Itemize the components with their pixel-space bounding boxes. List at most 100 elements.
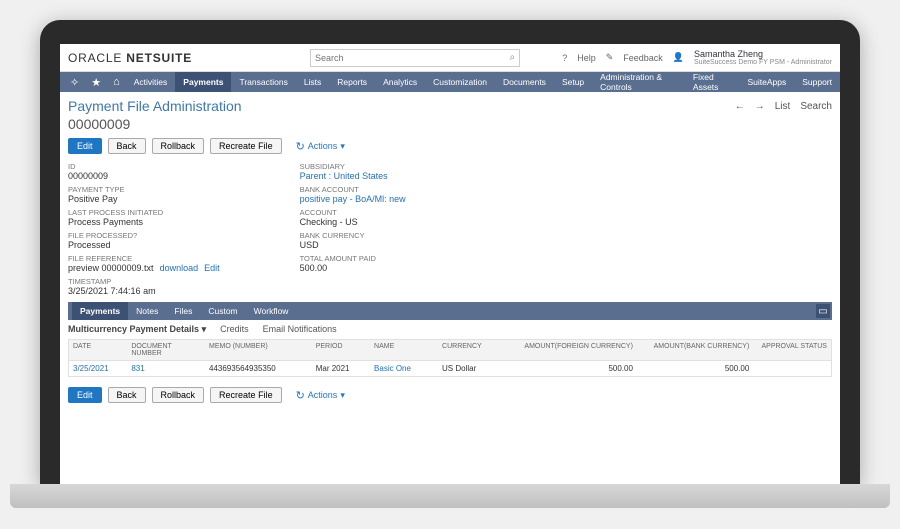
nav-admin[interactable]: Administration & Controls <box>592 72 685 92</box>
cell-doc[interactable]: 831 <box>127 361 205 376</box>
actions-icon: ↻ <box>296 140 305 153</box>
nav-customization[interactable]: Customization <box>425 72 495 92</box>
last-process-label: LAST PROCESS INITIATED <box>68 208 220 217</box>
tab-payments[interactable]: Payments <box>72 302 128 320</box>
global-search[interactable]: ⌕ <box>310 49 520 67</box>
sublist-credits[interactable]: Credits <box>220 324 249 335</box>
help-link[interactable]: Help <box>577 53 596 63</box>
nav-activities[interactable]: Activities <box>126 72 176 92</box>
nav-lists[interactable]: Lists <box>296 72 329 92</box>
brand-text1: ORACLE <box>68 51 126 65</box>
file-processed-value: Processed <box>68 240 220 250</box>
col-name[interactable]: NAME <box>370 340 438 360</box>
col-date[interactable]: DATE <box>69 340 127 360</box>
edit-link[interactable]: Edit <box>204 263 220 273</box>
sublist-current[interactable]: Multicurrency Payment Details ▾ <box>68 324 206 335</box>
total-amount-value: 500.00 <box>300 263 406 273</box>
list-link[interactable]: List <box>775 101 791 112</box>
tab-workflow[interactable]: Workflow <box>246 302 297 320</box>
nav-documents[interactable]: Documents <box>495 72 554 92</box>
edit-button-bottom[interactable]: Edit <box>68 387 102 403</box>
account-label: ACCOUNT <box>300 208 406 217</box>
nav-star2-icon[interactable]: ★ <box>85 72 107 92</box>
col-amt-foreign[interactable]: AMOUNT(FOREIGN CURRENCY) <box>516 340 637 360</box>
rollback-button[interactable]: Rollback <box>152 138 205 154</box>
nav-setup[interactable]: Setup <box>554 72 592 92</box>
col-doc[interactable]: DOCUMENT NUMBER <box>127 340 205 360</box>
recreate-button[interactable]: Recreate File <box>210 138 282 154</box>
nav-transactions[interactable]: Transactions <box>231 72 295 92</box>
cell-amt-bank: 500.00 <box>637 361 753 376</box>
bank-currency-value: USD <box>300 240 406 250</box>
edit-button[interactable]: Edit <box>68 138 102 154</box>
search-link[interactable]: Search <box>800 101 832 112</box>
sublist-email[interactable]: Email Notifications <box>263 324 337 335</box>
nav-suiteapps[interactable]: SuiteApps <box>739 72 794 92</box>
subtabs: Payments Notes Files Custom Workflow ▭ <box>68 302 832 320</box>
search-icon[interactable]: ⌕ <box>509 52 515 63</box>
action-bar-bottom: Edit Back Rollback Recreate File ↻ Actio… <box>60 385 840 411</box>
global-header: ORACLE NETSUITE ⌕ ? Help ✎ Feedback 👤 Sa… <box>60 44 840 72</box>
cell-amt-foreign: 500.00 <box>516 361 637 376</box>
account-value: Checking - US <box>300 217 406 227</box>
back-button[interactable]: Back <box>108 138 146 154</box>
forward-arrow-icon[interactable]: → <box>755 101 765 112</box>
main-nav: ✧ ★ ⌂ Activities Payments Transactions L… <box>60 72 840 92</box>
bank-account-label: BANK ACCOUNT <box>300 185 406 194</box>
col-currency[interactable]: CURRENCY <box>438 340 516 360</box>
col-memo[interactable]: MEMO (NUMBER) <box>205 340 312 360</box>
cell-name[interactable]: Basic One <box>370 361 438 376</box>
table-header: DATE DOCUMENT NUMBER MEMO (NUMBER) PERIO… <box>69 340 831 361</box>
user-name: Samantha Zheng <box>694 50 832 59</box>
actions-icon: ↻ <box>296 389 305 402</box>
collapse-icon[interactable]: ▭ <box>816 304 830 318</box>
col-period[interactable]: PERIOD <box>312 340 370 360</box>
user-block[interactable]: Samantha Zheng SuiteSuccess Demo FY PSM … <box>694 50 832 66</box>
action-bar: Edit Back Rollback Recreate File ↻ Actio… <box>60 136 840 162</box>
bank-currency-label: BANK CURRENCY <box>300 231 406 240</box>
details-left: ID 00000009 PAYMENT TYPE Positive Pay LA… <box>68 162 220 296</box>
nav-payments[interactable]: Payments <box>175 72 231 92</box>
search-input[interactable] <box>315 53 509 63</box>
back-arrow-icon[interactable]: ← <box>735 101 745 112</box>
recreate-button-bottom[interactable]: Recreate File <box>210 387 282 403</box>
feedback-link[interactable]: Feedback <box>623 53 663 63</box>
help-icon[interactable]: ? <box>562 53 567 63</box>
brand-text2: NETSUITE <box>126 51 192 65</box>
top-right: ? Help ✎ Feedback 👤 Samantha Zheng Suite… <box>562 50 832 66</box>
subsidiary-value[interactable]: Parent : United States <box>300 171 406 181</box>
back-button-bottom[interactable]: Back <box>108 387 146 403</box>
rollback-button-bottom[interactable]: Rollback <box>152 387 205 403</box>
table-row[interactable]: 3/25/2021 831 443693564935350 Mar 2021 B… <box>69 361 831 376</box>
cell-date[interactable]: 3/25/2021 <box>69 361 127 376</box>
tab-files[interactable]: Files <box>166 302 200 320</box>
file-reference-label: FILE REFERENCE <box>68 254 220 263</box>
last-process-value: Process Payments <box>68 217 220 227</box>
chevron-down-icon: ▾ <box>340 390 345 401</box>
col-amt-bank[interactable]: AMOUNT(BANK CURRENCY) <box>637 340 753 360</box>
record-id: 00000009 <box>60 116 840 136</box>
nav-support[interactable]: Support <box>794 72 840 92</box>
page-title: Payment File Administration <box>68 98 242 114</box>
app-window: ORACLE NETSUITE ⌕ ? Help ✎ Feedback 👤 Sa… <box>60 44 840 484</box>
user-icon[interactable]: 👤 <box>673 52 684 63</box>
feedback-icon[interactable]: ✎ <box>606 52 614 63</box>
nav-fixed-assets[interactable]: Fixed Assets <box>685 72 740 92</box>
details-right: SUBSIDIARY Parent : United States BANK A… <box>300 162 406 296</box>
chevron-down-icon: ▾ <box>202 324 207 334</box>
id-label: ID <box>68 162 220 171</box>
nav-home-icon[interactable]: ⌂ <box>107 72 126 92</box>
col-approval[interactable]: APPROVAL STATUS <box>753 340 831 360</box>
tab-custom[interactable]: Custom <box>200 302 245 320</box>
download-link[interactable]: download <box>160 263 199 273</box>
bank-account-value[interactable]: positive pay - BoA/Ml: new <box>300 194 406 204</box>
file-reference-value: preview 00000009.txt <box>68 263 154 273</box>
nav-star-icon[interactable]: ✧ <box>64 72 85 92</box>
cell-currency: US Dollar <box>438 361 516 376</box>
actions-menu[interactable]: ↻ Actions ▾ <box>296 140 345 153</box>
tab-notes[interactable]: Notes <box>128 302 166 320</box>
cell-memo: 443693564935350 <box>205 361 312 376</box>
nav-reports[interactable]: Reports <box>329 72 375 92</box>
nav-analytics[interactable]: Analytics <box>375 72 425 92</box>
actions-menu-bottom[interactable]: ↻ Actions ▾ <box>296 389 345 402</box>
